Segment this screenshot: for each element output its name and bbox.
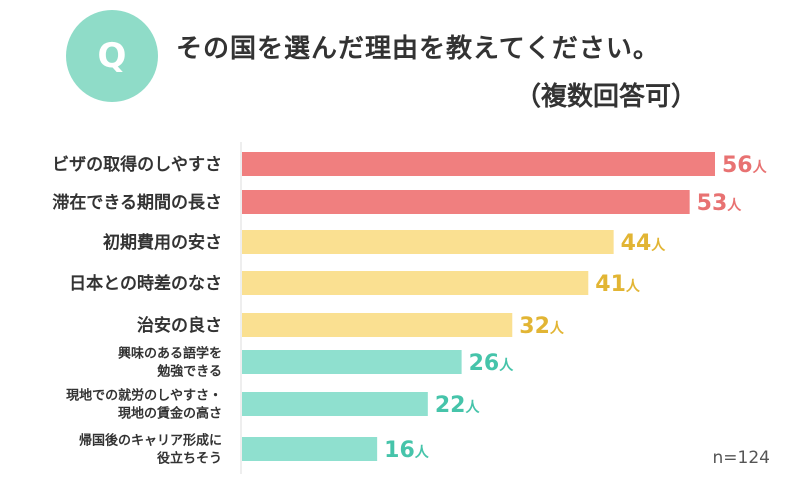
value-unit: 人	[499, 357, 514, 374]
value-unit: 人	[753, 159, 768, 176]
bar	[242, 230, 614, 254]
value-label: 44人	[621, 231, 667, 256]
category-label-line: 初期費用の安さ	[103, 232, 222, 253]
category-label-line: 興味のある語学を	[118, 346, 222, 362]
value-number: 44	[621, 231, 652, 256]
value-number: 41	[595, 272, 626, 297]
value-label: 22人	[435, 393, 481, 418]
value-label: 41人	[595, 272, 641, 297]
sample-size-note: n=124	[712, 448, 770, 468]
category-label-line: 勉強できる	[156, 364, 222, 380]
category-label: 興味のある語学を勉強できる	[118, 346, 222, 380]
value-number: 32	[519, 314, 550, 339]
value-label: 16人	[384, 438, 430, 463]
chart-title: その国を選んだ理由を教えてください。	[176, 34, 660, 64]
value-label: 53人	[697, 191, 743, 216]
category-label-line: 現地の賃金の高さ	[118, 406, 222, 422]
value-unit: 人	[651, 237, 666, 254]
value-number: 26	[469, 351, 500, 376]
value-unit: 人	[550, 320, 565, 337]
value-unit: 人	[465, 399, 480, 416]
value-label: 32人	[519, 314, 565, 339]
chart-subtitle: （複数回答可）	[515, 82, 698, 112]
category-label: 日本との時差のなさ	[69, 273, 222, 294]
bar	[242, 190, 690, 214]
category-label-line: 帰国後のキャリア形成に	[79, 433, 222, 449]
bar	[242, 152, 715, 176]
category-label-line: 日本との時差のなさ	[69, 273, 222, 294]
category-label: 初期費用の安さ	[103, 232, 222, 253]
value-number: 22	[435, 393, 466, 418]
value-number: 56	[722, 153, 753, 178]
category-label: ビザの取得のしやすさ	[52, 154, 222, 175]
bar	[242, 313, 513, 337]
value-number: 16	[384, 438, 415, 463]
value-number: 53	[697, 191, 728, 216]
category-label-line: 役立ちそう	[157, 451, 222, 467]
category-label-line: 滞在できる期間の長さ	[52, 192, 222, 213]
question-badge: Q	[66, 10, 158, 102]
category-label: 現地での就労のしやすさ・現地の賃金の高さ	[66, 388, 222, 422]
value-label: 26人	[469, 351, 515, 376]
category-label: 帰国後のキャリア形成に役立ちそう	[79, 433, 222, 467]
question-badge-letter: Q	[97, 36, 127, 76]
value-label: 56人	[722, 153, 768, 178]
bar	[242, 271, 589, 295]
bar	[242, 350, 462, 374]
bar	[242, 392, 428, 416]
category-label: 治安の良さ	[137, 315, 222, 336]
category-label-line: ビザの取得のしやすさ	[52, 154, 222, 175]
value-unit: 人	[415, 444, 430, 461]
bar	[242, 437, 378, 461]
category-label: 滞在できる期間の長さ	[52, 192, 222, 213]
category-label-line: 治安の良さ	[137, 315, 222, 336]
value-unit: 人	[727, 197, 742, 214]
value-unit: 人	[626, 278, 641, 295]
category-label-line: 現地での就労のしやすさ・	[66, 388, 222, 404]
